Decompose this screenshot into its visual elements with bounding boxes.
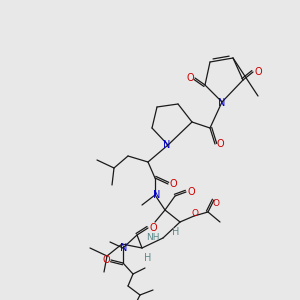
Text: O: O	[102, 255, 110, 265]
Text: N: N	[120, 243, 128, 253]
Text: O: O	[186, 73, 194, 83]
Text: O: O	[212, 199, 220, 208]
Text: N: N	[218, 98, 226, 108]
Text: O: O	[254, 67, 262, 77]
Text: N: N	[163, 140, 171, 150]
Text: O: O	[169, 179, 177, 189]
Text: O: O	[216, 139, 224, 149]
Text: H: H	[144, 253, 152, 263]
Text: O: O	[187, 187, 195, 197]
Text: H: H	[172, 227, 180, 237]
Text: N: N	[153, 190, 161, 200]
Text: O: O	[149, 223, 157, 233]
Text: NH: NH	[146, 233, 160, 242]
Text: O: O	[191, 208, 199, 217]
